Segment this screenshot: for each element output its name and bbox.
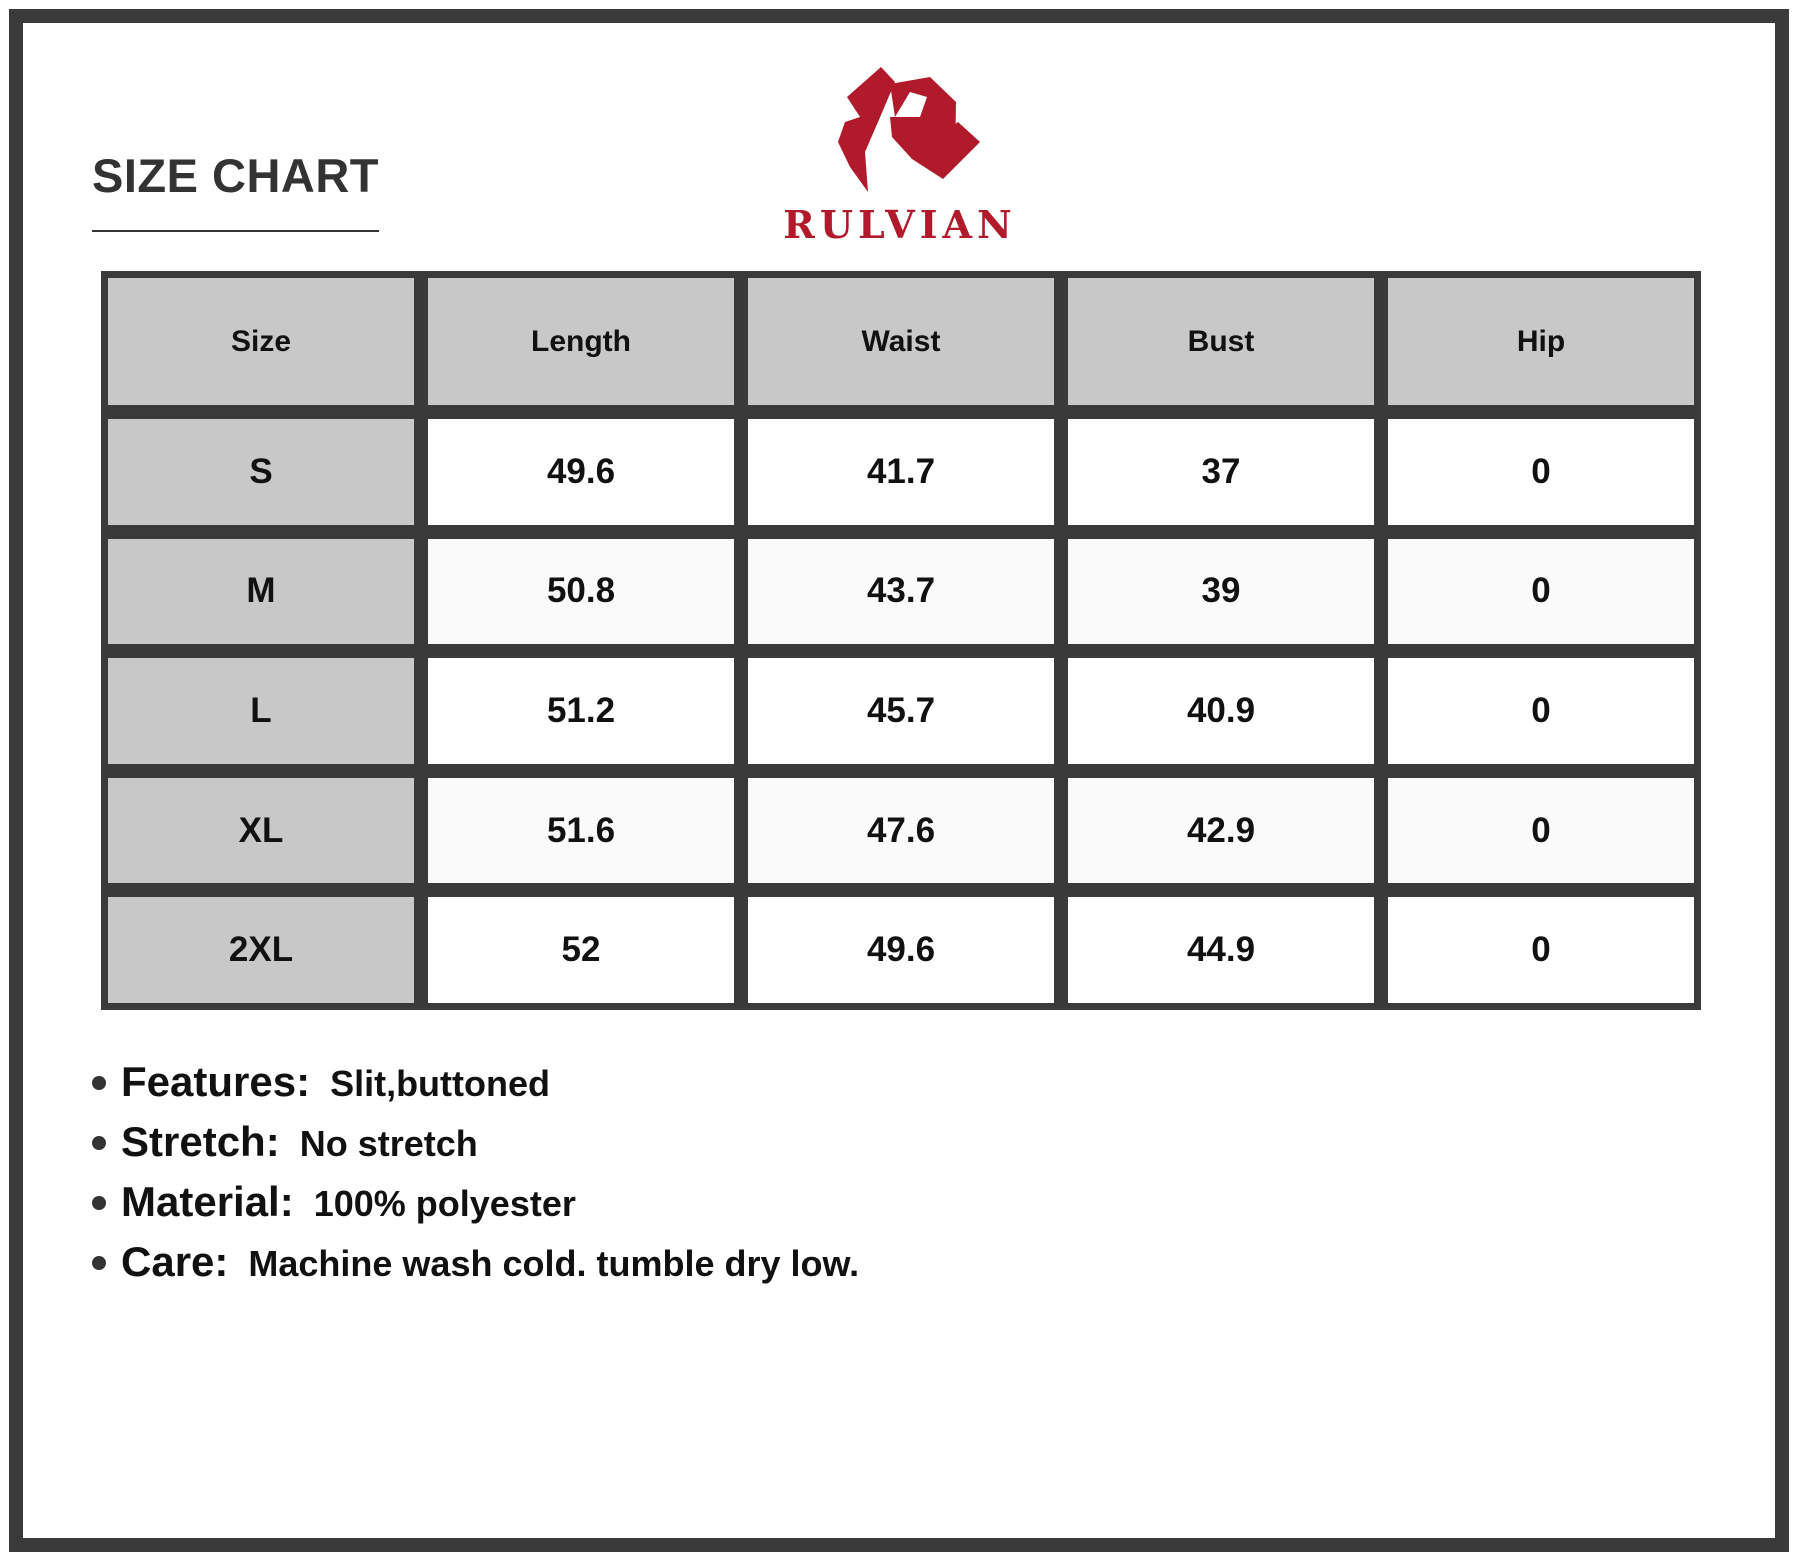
cell-length: 50.8 — [428, 538, 734, 645]
title-underline — [92, 230, 379, 232]
cell-waist: 41.7 — [748, 419, 1054, 525]
cell-bust: 44.9 — [1068, 897, 1374, 1003]
row-size: M — [108, 538, 414, 645]
feature-item: Care: Machine wash cold. tumble dry low. — [92, 1238, 859, 1298]
page-title: SIZE CHART — [92, 149, 379, 202]
cell-hip: 0 — [1388, 538, 1694, 645]
brand-name: RULVIAN — [783, 202, 1017, 247]
cell-bust: 42.9 — [1068, 777, 1374, 884]
feature-value: Machine wash cold. tumble dry low. — [248, 1243, 860, 1284]
cell-hip: 0 — [1388, 897, 1694, 1003]
feature-label: Features: — [121, 1058, 311, 1105]
cell-waist: 47.6 — [748, 777, 1054, 884]
cell-hip: 0 — [1388, 658, 1694, 764]
cell-length: 51.2 — [428, 658, 734, 764]
header-size: Size — [108, 278, 414, 405]
row-size: 2XL — [108, 897, 414, 1003]
size-table: Size Length Waist Bust Hip S 49.6 41.7 3… — [101, 271, 1701, 1010]
row-size: S — [108, 419, 414, 525]
brand-logo: RULVIAN — [780, 62, 1020, 252]
feature-value: 100% polyester — [313, 1183, 576, 1224]
feature-label: Stretch: — [121, 1118, 280, 1165]
cell-hip: 0 — [1388, 419, 1694, 525]
cell-length: 49.6 — [428, 419, 734, 525]
header-waist: Waist — [748, 278, 1054, 405]
cell-bust: 37 — [1068, 419, 1374, 525]
bullet-icon — [92, 1076, 106, 1090]
cell-bust: 40.9 — [1068, 658, 1374, 764]
header-length: Length — [428, 278, 734, 405]
feature-value: No stretch — [299, 1123, 478, 1164]
feature-label: Care: — [121, 1238, 229, 1285]
feature-item: Material: 100% polyester — [92, 1178, 859, 1238]
feature-item: Stretch: No stretch — [92, 1118, 859, 1178]
row-size: XL — [108, 777, 414, 884]
feature-label: Material: — [121, 1178, 294, 1225]
r-logo-icon — [838, 67, 980, 192]
cell-length: 52 — [428, 897, 734, 1003]
header-bust: Bust — [1068, 278, 1374, 405]
cell-length: 51.6 — [428, 777, 734, 884]
feature-item: Features: Slit,buttoned — [92, 1058, 859, 1118]
cell-waist: 43.7 — [748, 538, 1054, 645]
cell-hip: 0 — [1388, 777, 1694, 884]
cell-waist: 49.6 — [748, 897, 1054, 1003]
bullet-icon — [92, 1256, 106, 1270]
bullet-icon — [92, 1196, 106, 1210]
cell-waist: 45.7 — [748, 658, 1054, 764]
bullet-icon — [92, 1136, 106, 1150]
product-features: Features: Slit,buttoned Stretch: No stre… — [92, 1058, 859, 1298]
header-hip: Hip — [1388, 278, 1694, 405]
cell-bust: 39 — [1068, 538, 1374, 645]
row-size: L — [108, 658, 414, 764]
feature-value: Slit,buttoned — [330, 1063, 551, 1104]
